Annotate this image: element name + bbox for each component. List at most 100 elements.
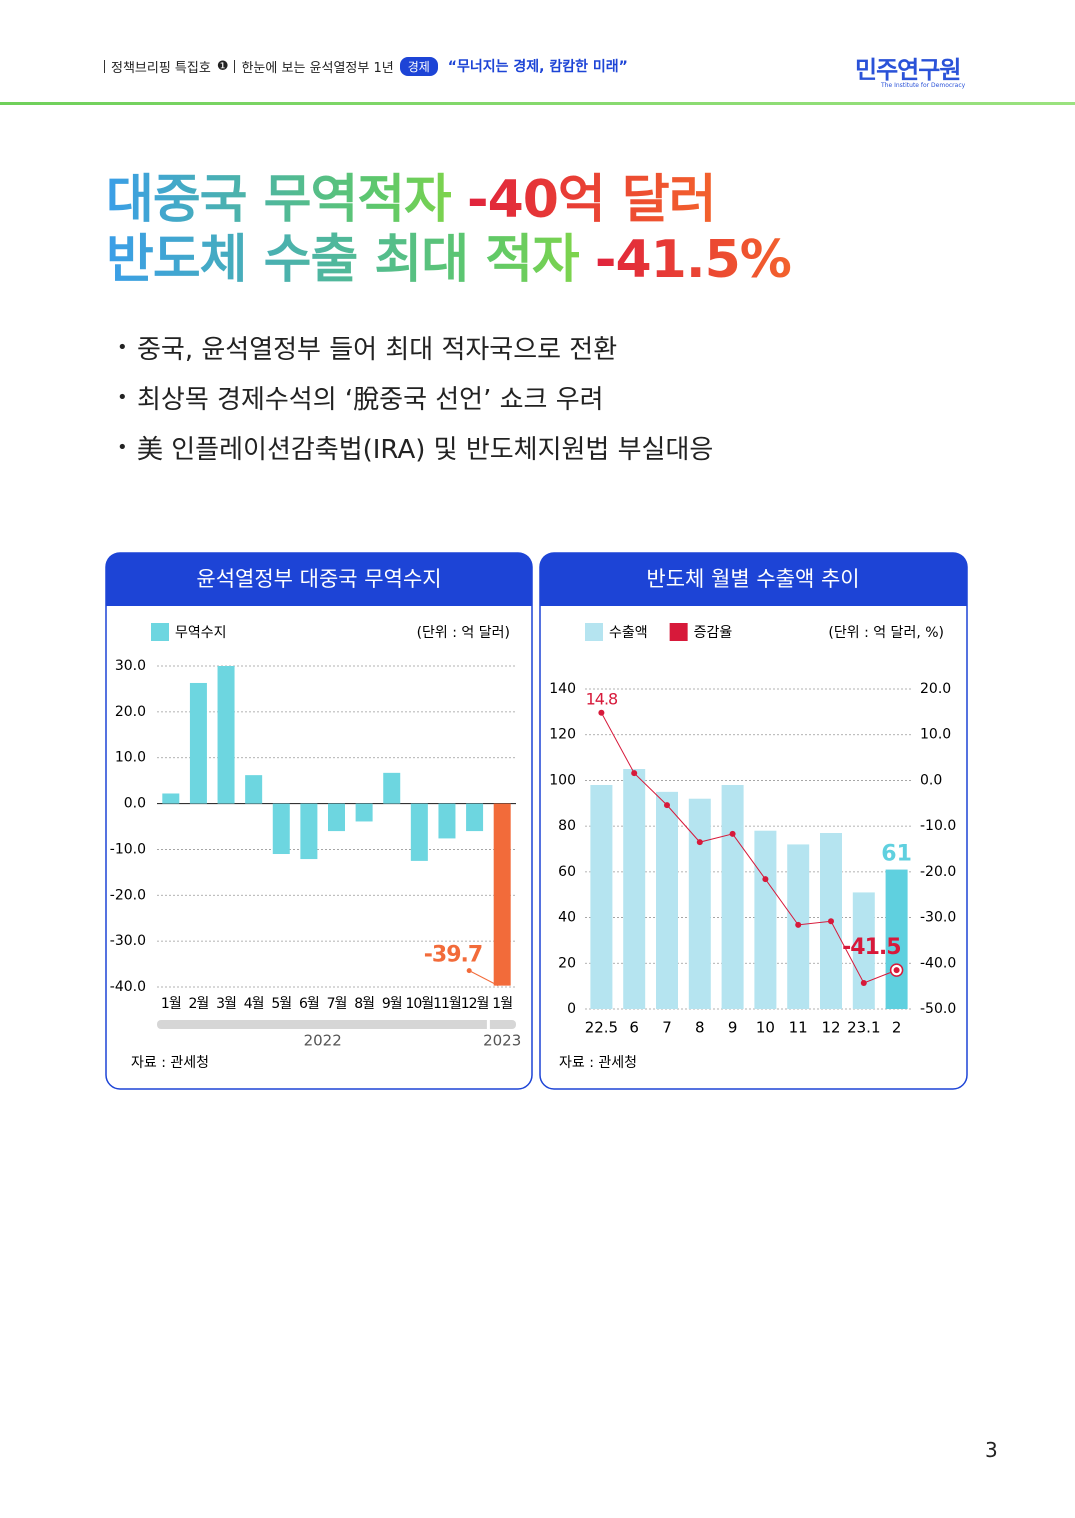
y-tick-label: 140 bbox=[549, 681, 576, 697]
bullet: • 美 인플레이션감축법(IRA) 및 반도체지원법 부실대응 bbox=[117, 422, 713, 472]
source-note: 자료 : 관세청 bbox=[131, 1055, 209, 1071]
x-tick-label: 1월 bbox=[492, 996, 512, 1012]
bar bbox=[885, 869, 908, 1009]
y-tick-label: -10.0 bbox=[110, 841, 146, 857]
x-tick-label: 7 bbox=[662, 1019, 672, 1037]
y-tick-label: 60 bbox=[558, 864, 576, 880]
point bbox=[631, 770, 638, 777]
y-tick-label: 120 bbox=[549, 727, 576, 743]
x-tick-label: 11 bbox=[789, 1019, 808, 1037]
legend-label: 수출액 bbox=[609, 625, 648, 641]
y-tick-label: 10.0 bbox=[115, 750, 146, 766]
unit-label: (단위 : 억 달러, %) bbox=[828, 625, 944, 641]
header-series: 정책브리핑 특집호 bbox=[111, 60, 211, 76]
x-tick-label: 2월 bbox=[189, 996, 209, 1012]
x-tick-label: 7월 bbox=[327, 996, 347, 1012]
y-tick-label: 0 bbox=[567, 1001, 576, 1017]
bar bbox=[383, 772, 401, 804]
x-tick-label: 6 bbox=[629, 1019, 639, 1037]
bar bbox=[189, 682, 207, 804]
legend-swatch bbox=[151, 623, 169, 641]
y-tick-label: -20.0 bbox=[110, 887, 146, 903]
bar bbox=[852, 892, 875, 1009]
legend-label: 무역수지 bbox=[175, 625, 227, 641]
x-group-label: 2023 bbox=[483, 1032, 521, 1050]
title-accent: -41.5% bbox=[594, 230, 792, 290]
x-tick-label: 8 bbox=[695, 1019, 705, 1037]
bullet-text: 최상목 경제수석의 ‘脫중국 선언’ 쇼크 우려 bbox=[137, 384, 604, 415]
page-title: 대중국 무역적자 -40억 달러 반도체 수출 최대 적자 -41.5% bbox=[106, 170, 792, 290]
logo-subtext: The Institute for Democracy bbox=[881, 82, 966, 89]
panel-header bbox=[540, 553, 967, 606]
bullet-dot: • bbox=[117, 336, 128, 358]
x-group-label: 2022 bbox=[304, 1032, 342, 1050]
header-subtitle: 한눈에 보는 윤석열정부 1년 bbox=[241, 60, 394, 76]
point bbox=[696, 839, 703, 846]
bar bbox=[355, 803, 373, 822]
header-tag: 경제 bbox=[399, 56, 438, 76]
logo: 민주연구원 The Institute for Democracy bbox=[855, 50, 965, 89]
bullet: • 중국, 윤석열정부 들어 최대 적자국으로 전환 bbox=[117, 322, 713, 372]
unit-label: (단위 : 억 달러) bbox=[417, 625, 510, 641]
point bbox=[860, 979, 867, 986]
y-tick-label: -30.0 bbox=[920, 910, 956, 926]
y-tick-label: 20 bbox=[558, 955, 576, 971]
page-number: 3 bbox=[985, 1438, 998, 1462]
x-tick-label: 12 bbox=[821, 1019, 840, 1037]
separator bbox=[234, 59, 236, 73]
y-tick-label: 30.0 bbox=[115, 658, 146, 674]
point bbox=[729, 830, 736, 837]
panel-header bbox=[106, 553, 532, 606]
x-tick-label: 9월 bbox=[382, 996, 402, 1012]
bar bbox=[590, 785, 613, 1009]
bar bbox=[493, 803, 511, 986]
bar bbox=[438, 803, 456, 839]
y-tick-label: 20.0 bbox=[115, 704, 146, 720]
header-rule bbox=[0, 102, 1075, 105]
line bbox=[600, 712, 897, 984]
x-tick-label: 23.1 bbox=[847, 1019, 880, 1037]
point bbox=[762, 876, 769, 883]
y-tick-label: 20.0 bbox=[920, 681, 951, 697]
header: 정책브리핑 특집호 ❶ 한눈에 보는 윤석열정부 1년 경제 “무너지는 경제,… bbox=[104, 56, 628, 76]
x-tick-label: 8월 bbox=[354, 996, 374, 1012]
title-line: 반도체 수출 최대 적자 -41.5% bbox=[106, 230, 792, 290]
bullet-dot: • bbox=[117, 386, 128, 408]
bar bbox=[300, 803, 318, 860]
chart-title: 윤석열정부 대중국 무역수지 bbox=[196, 567, 441, 591]
bar bbox=[217, 666, 235, 804]
bar bbox=[721, 785, 744, 1009]
bar bbox=[656, 791, 678, 1009]
bar bbox=[688, 798, 711, 1009]
point bbox=[598, 709, 605, 716]
value-label: 14.8 bbox=[586, 689, 618, 708]
header-issue: ❶ bbox=[216, 58, 229, 74]
bullet-text: 중국, 윤석열정부 들어 최대 적자국으로 전환 bbox=[137, 334, 618, 365]
point bbox=[795, 921, 802, 928]
y-tick-label: -40.0 bbox=[920, 955, 956, 971]
x-tick-label: 22.5 bbox=[585, 1019, 618, 1037]
bullet-dot: • bbox=[117, 436, 128, 458]
header-headline: “무너지는 경제, 캄캄한 미래” bbox=[447, 59, 628, 75]
bar bbox=[754, 830, 777, 1009]
bar bbox=[162, 793, 180, 804]
value-label: -39.7 bbox=[424, 943, 482, 968]
logo-text: 민주연구원 bbox=[855, 56, 961, 84]
bar bbox=[328, 803, 345, 832]
bullet-text: 美 인플레이션감축법(IRA) 및 반도체지원법 부실대응 bbox=[137, 434, 714, 465]
y-tick-label: -10.0 bbox=[920, 818, 956, 834]
y-tick-label: 40 bbox=[558, 910, 576, 926]
bullet: • 최상목 경제수석의 ‘脫중국 선언’ 쇼크 우려 bbox=[117, 372, 713, 422]
label-leader bbox=[468, 970, 499, 987]
y-tick-label: 0.0 bbox=[124, 796, 146, 812]
y-tick-label: -50.0 bbox=[920, 1001, 956, 1017]
title-line: 대중국 무역적자 -40억 달러 bbox=[106, 170, 791, 230]
title-accent: -40억 달러 bbox=[466, 170, 717, 230]
value-label: 61 bbox=[881, 842, 912, 867]
title-main: 반도체 수출 최대 적자 bbox=[106, 230, 580, 290]
legend-swatch bbox=[669, 623, 688, 641]
chart-title: 반도체 월별 수출액 추이 bbox=[646, 567, 859, 591]
x-tick-label: 9 bbox=[728, 1019, 738, 1037]
